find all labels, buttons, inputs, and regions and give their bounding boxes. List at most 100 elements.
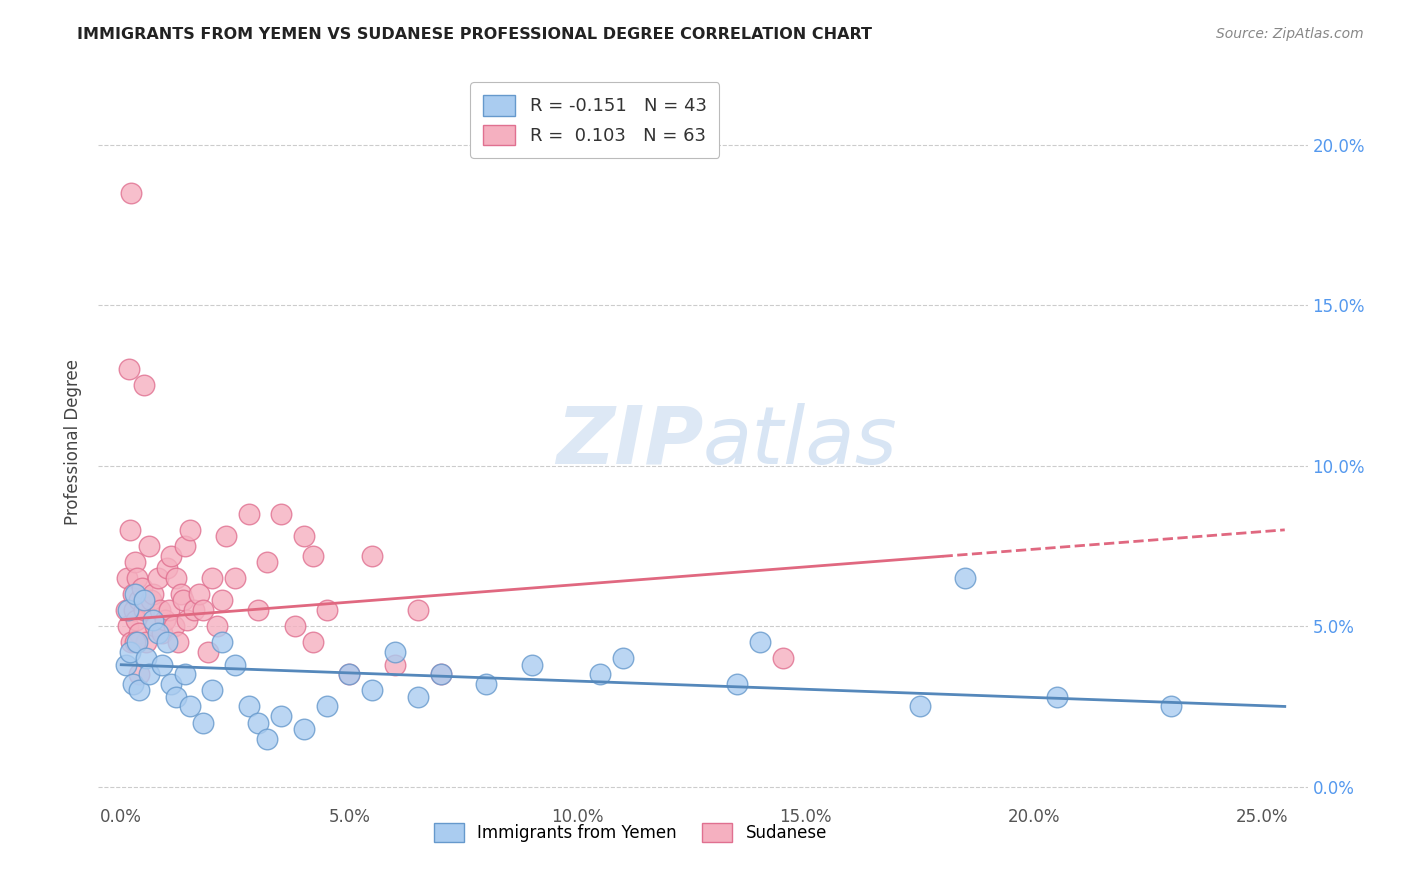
Point (612, 651, 634, 665)
Point (176, 613, 198, 627)
Point (238, 699, 260, 714)
Point (197, 645, 219, 659)
Point (120, 186, 142, 200)
Point (149, 603, 172, 617)
Point (429, 667, 451, 681)
Text: ZIP: ZIP (555, 402, 703, 481)
Point (150, 625, 173, 640)
Point (138, 539, 160, 553)
Point (135, 635, 157, 649)
Point (124, 635, 146, 649)
Point (145, 619, 167, 633)
Point (256, 555, 278, 569)
Point (337, 667, 360, 681)
Point (201, 571, 224, 585)
Point (193, 715, 215, 730)
Point (114, 603, 136, 617)
Point (121, 677, 143, 691)
Point (127, 635, 149, 649)
Point (124, 555, 146, 569)
Point (142, 587, 165, 601)
Point (1160, 699, 1182, 714)
Point (302, 549, 325, 563)
Legend: Immigrants from Yemen, Sudanese: Immigrants from Yemen, Sudanese (427, 816, 834, 848)
Point (224, 657, 246, 672)
Point (132, 378, 155, 392)
Point (127, 571, 149, 585)
Point (772, 651, 794, 665)
Point (247, 715, 270, 730)
Point (908, 699, 931, 714)
Point (179, 699, 201, 714)
Point (118, 362, 141, 376)
Point (156, 561, 179, 575)
Point (128, 625, 150, 640)
Point (215, 529, 238, 543)
Point (361, 549, 384, 563)
Point (128, 683, 150, 698)
Point (121, 587, 143, 601)
Point (131, 581, 153, 595)
Point (589, 667, 612, 681)
Point (270, 507, 292, 521)
Point (138, 667, 160, 681)
Point (238, 507, 260, 521)
Point (117, 603, 139, 617)
Point (174, 539, 197, 553)
Point (157, 603, 180, 617)
Point (179, 523, 201, 537)
Point (337, 667, 360, 681)
Point (955, 571, 977, 585)
Point (406, 603, 429, 617)
Point (211, 593, 233, 607)
Point (128, 667, 150, 681)
Point (247, 603, 270, 617)
Point (120, 635, 142, 649)
Point (315, 603, 337, 617)
Point (120, 523, 142, 537)
Point (361, 683, 384, 698)
Point (270, 709, 292, 723)
Point (163, 619, 186, 633)
Point (165, 571, 187, 585)
Point (406, 690, 429, 704)
Point (165, 690, 187, 704)
Text: atlas: atlas (703, 402, 898, 481)
Point (169, 587, 191, 601)
Point (142, 613, 165, 627)
Point (292, 722, 315, 736)
Point (160, 677, 183, 691)
Point (429, 667, 451, 681)
Point (749, 635, 772, 649)
Point (146, 571, 169, 585)
Point (284, 619, 307, 633)
Point (475, 677, 498, 691)
Point (211, 635, 233, 649)
Point (117, 619, 139, 633)
Point (146, 625, 169, 640)
Point (174, 667, 197, 681)
Point (125, 613, 148, 627)
Point (183, 603, 205, 617)
Point (193, 603, 215, 617)
Point (384, 645, 406, 659)
Point (132, 603, 155, 617)
Point (114, 657, 136, 672)
Point (201, 683, 224, 698)
Text: Source: ZipAtlas.com: Source: ZipAtlas.com (1216, 27, 1364, 41)
Point (150, 657, 173, 672)
Point (115, 571, 138, 585)
Point (205, 619, 228, 633)
Point (172, 593, 194, 607)
Point (156, 635, 179, 649)
Point (224, 571, 246, 585)
Point (302, 635, 325, 649)
Point (256, 731, 278, 746)
Point (167, 635, 190, 649)
Point (128, 593, 150, 607)
Point (160, 549, 183, 563)
Point (384, 657, 406, 672)
Point (725, 677, 748, 691)
Point (124, 587, 146, 601)
Point (139, 593, 162, 607)
